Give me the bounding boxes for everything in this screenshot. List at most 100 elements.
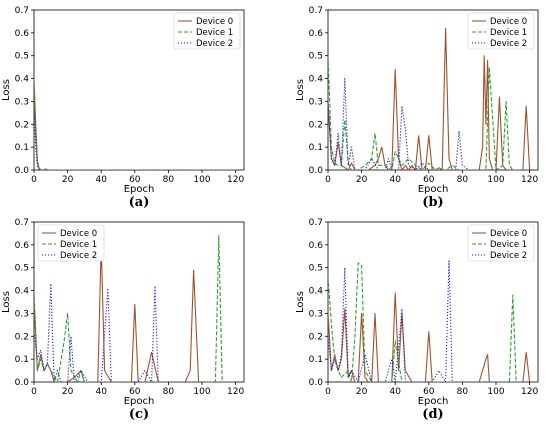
x-tick-label: 20 [62,175,74,185]
x-tick-label: 20 [356,387,368,397]
x-tick-label: 80 [163,387,175,397]
y-tick-label: 0.7 [15,6,29,16]
y-tick-label: 0.3 [309,309,323,319]
x-tick-label: 100 [487,387,504,397]
x-tick-label: 0 [325,387,331,397]
y-tick-label: 0.6 [309,241,324,251]
panel-caption: (a) [129,195,150,210]
x-tick-label: 60 [423,387,435,397]
x-tick-label: 40 [389,387,401,397]
y-tick-label: 0.2 [15,332,29,342]
x-tick-label: 40 [389,175,401,185]
x-tick-label: 40 [95,175,107,185]
y-tick-label: 0.4 [309,287,324,297]
y-tick-label: 0.7 [15,218,29,228]
legend-box [467,224,535,262]
y-tick-label: 0.3 [15,309,29,319]
legend-box [467,12,535,50]
legend-entry: Device 2 [490,251,527,261]
y-tick-label: 0.1 [15,355,29,365]
x-tick-label: 120 [227,175,244,185]
y-tick-label: 0.3 [15,97,29,107]
legend-entry: Device 0 [196,17,233,27]
legend-box [37,224,105,262]
y-tick-label: 0.0 [309,166,324,176]
panel-caption: (b) [422,195,443,210]
x-axis-label: Epoch [124,396,155,407]
x-tick-label: 100 [193,175,210,185]
panel-a: 0.0 0.1 0.2 0.3 0.4 0.5 0.6 0.7 0 20 40 60 80 100 120 E… [1,6,244,210]
y-tick-label: 0.6 [15,29,30,39]
y-tick-label: 0.6 [15,241,30,251]
panel-caption: (c) [129,407,149,422]
legend-entry: Device 0 [60,229,97,239]
x-tick-label: 60 [129,175,141,185]
y-tick-label: 0.5 [15,52,29,62]
y-tick-label: 0.4 [15,287,30,297]
legend-box [173,12,241,50]
x-tick-label: 100 [193,387,210,397]
x-tick-label: 0 [31,175,37,185]
series-line-device-0 [328,27,531,170]
y-tick-label: 0.2 [309,332,323,342]
series-line-device-2 [328,78,530,170]
legend-entry: Device 0 [490,229,527,239]
panel-d: 0.0 0.1 0.2 0.3 0.4 0.5 0.6 0.7 0 20 40 60 80 100 120 E… [295,218,538,422]
x-tick-label: 60 [423,175,435,185]
y-tick-label: 0.2 [309,120,323,130]
y-axis-label: Loss [295,79,306,101]
y-tick-label: 0.6 [309,29,324,39]
legend-entry: Device 2 [60,251,97,261]
x-tick-label: 100 [487,175,504,185]
x-tick-label: 40 [95,387,107,397]
y-tick-label: 0.5 [309,52,323,62]
legend-entry: Device 1 [490,240,527,250]
y-tick-label: 0.1 [309,355,323,365]
x-tick-label: 80 [457,175,469,185]
series-line-device-1 [34,92,236,170]
x-tick-label: 0 [31,387,37,397]
y-axis-label: Loss [295,291,306,313]
x-tick-label: 80 [457,387,469,397]
y-tick-label: 0.0 [15,378,30,388]
panel-caption: (d) [422,407,443,422]
y-tick-label: 0.7 [309,218,323,228]
y-tick-label: 0.0 [15,166,30,176]
x-axis-label: Epoch [418,184,449,195]
y-tick-label: 0.1 [309,143,323,153]
y-tick-label: 0.7 [309,6,323,16]
legend-entry: Device 1 [490,28,527,38]
legend-entry: Device 2 [490,39,527,49]
panel-c: 0.0 0.1 0.2 0.3 0.4 0.5 0.6 0.7 0 20 40 60 80 100 120 E… [1,218,244,422]
y-tick-label: 0.5 [15,264,29,274]
y-tick-label: 0.0 [309,378,324,388]
legend-entry: Device 1 [196,28,233,38]
x-tick-label: 120 [521,387,538,397]
series-line-device-1 [328,55,530,170]
panel-b: 0.0 0.1 0.2 0.3 0.4 0.5 0.6 0.7 0 20 40 60 80 100 120 E… [295,6,538,210]
x-tick-label: 80 [163,175,175,185]
y-tick-label: 0.5 [309,264,323,274]
x-tick-label: 120 [521,175,538,185]
y-tick-label: 0.4 [15,75,30,85]
y-tick-label: 0.4 [309,75,324,85]
x-tick-label: 20 [62,387,74,397]
x-axis-label: Epoch [124,184,155,195]
y-tick-label: 0.2 [15,120,29,130]
y-tick-label: 0.3 [309,97,323,107]
legend-entry: Device 2 [196,39,233,49]
x-tick-label: 20 [356,175,368,185]
legend-entry: Device 1 [60,240,97,250]
y-axis-label: Loss [1,79,12,101]
x-tick-label: 60 [129,387,141,397]
y-axis-label: Loss [1,291,12,313]
legend-entry: Device 0 [490,17,527,27]
x-tick-label: 120 [227,387,244,397]
series-line-device-0 [34,244,236,382]
x-axis-label: Epoch [418,396,449,407]
